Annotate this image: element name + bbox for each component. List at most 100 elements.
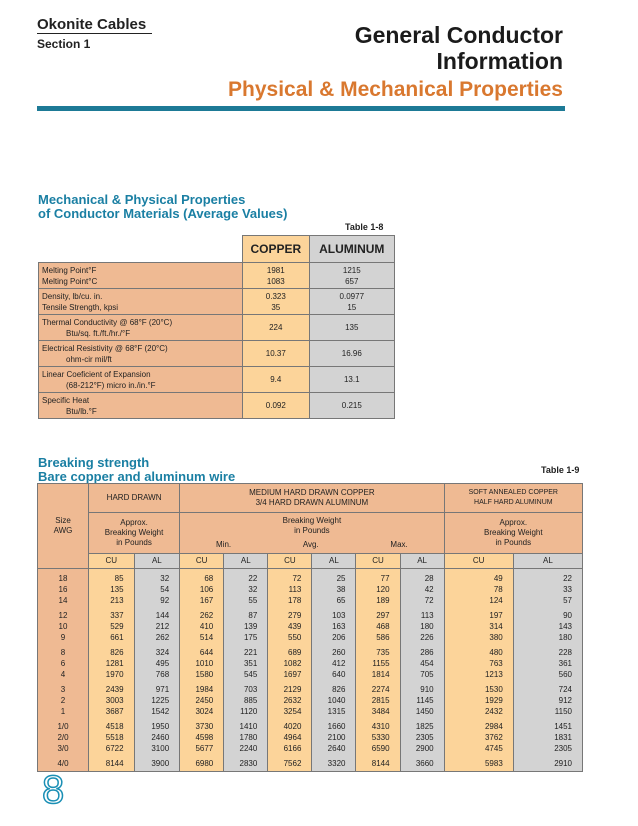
section-label: Section 1 (37, 37, 91, 51)
table8-heading-line2: of Conductor Materials (Average Values) (38, 206, 288, 221)
breaking-weight: 550 (267, 632, 313, 643)
title-line-2: Information (436, 48, 564, 74)
breaking-weight: 144 (133, 606, 181, 621)
breaking-weight: 2640 (311, 743, 357, 754)
awg-size: 2 (37, 695, 89, 706)
breaking-weight: 28 (399, 568, 445, 584)
awg-size: 4/0 (37, 754, 89, 772)
cu-value-1: 0.092 (265, 401, 286, 410)
label-line1: Density, lb/cu. in. (42, 291, 103, 301)
label-line1: Thermal Conductivity @ 68°F (20°C) (42, 317, 173, 327)
size-row: 4/0 8144 3900 6980 2830 7562 3320 8144 3660 5983 2… (37, 754, 584, 772)
breaking-weight: 1831 (512, 732, 584, 743)
group-soft: SOFT ANNEALED COPPER HALF HARD ALUMINUM (443, 483, 584, 513)
breaking-weight: 135 (88, 584, 135, 595)
approx-line: Approx. (499, 518, 528, 527)
breaking-weight: 2450 (179, 695, 225, 706)
breaking-weight: 103 (311, 606, 357, 621)
breaking-weight: 33 (512, 584, 584, 595)
breaking-weight: 2100 (311, 732, 357, 743)
al-header: AL (223, 553, 269, 569)
breaking-weight: 586 (355, 632, 401, 643)
al-value-1: 0.0977 (339, 291, 365, 301)
breaking-weight: 5330 (355, 732, 401, 743)
breaking-weight: 885 (223, 695, 269, 706)
cu-value-1: 0.323 (265, 291, 286, 301)
table9-label: Table 1-9 (541, 465, 580, 475)
aluminum-value: 0.0977 15 (308, 288, 396, 315)
table9-head: Size AWG HARD DRAWN MEDIUM HARD DRAWN COPPE… (37, 483, 584, 569)
cu-header: CU (355, 553, 401, 569)
awg-line: AWG (53, 526, 73, 535)
breaking-weight: 1697 (267, 669, 313, 680)
soft-approx-header: Approx. Breaking Weight in Pounds (443, 512, 584, 554)
awg-size: 9 (37, 632, 89, 643)
breaking-weight: 22 (223, 568, 269, 584)
breaking-weight: 180 (399, 621, 445, 632)
g3-l2: HALF HARD ALUMINUM (474, 499, 553, 506)
breaking-weight: 163 (311, 621, 357, 632)
cu-value-1: 224 (269, 323, 283, 332)
breaking-weight: 1213 (443, 669, 514, 680)
title-line-1: General Conductor (354, 22, 563, 48)
breaking-weight: 106 (179, 584, 225, 595)
property-label: Melting Point°F Melting Point°C (38, 262, 243, 289)
size-row: 6 1281 495 1010 351 1082 412 1155 454 763 361 (37, 658, 584, 669)
al-value-1: 0.215 (341, 401, 362, 410)
table8-header-row: COPPER ALUMINUM (39, 235, 396, 263)
breaking-weight: 351 (223, 658, 269, 669)
breaking-weight: 77 (355, 568, 401, 584)
breaking-weight: 705 (399, 669, 445, 680)
breaking-weight: 3687 (88, 706, 135, 717)
breaking-weight: 3003 (88, 695, 135, 706)
approx-line: Approx. (120, 518, 148, 527)
breaking-weight: 2129 (267, 680, 313, 695)
label-line1: Electrical Resistivity @ 68°F (20°C) (42, 343, 168, 353)
breaking-weight: 439 (267, 621, 313, 632)
awg-size: 1 (37, 706, 89, 717)
breaking-weight: 3320 (311, 754, 357, 772)
header-blank (39, 236, 243, 263)
copper-value: 0.323 35 (242, 288, 310, 315)
aluminum-header: ALUMINUM (308, 235, 396, 263)
breaking-weight: 2830 (223, 754, 269, 772)
breaking-weight: 826 (311, 680, 357, 695)
breaking-weight: 1950 (133, 717, 181, 732)
property-row: Thermal Conductivity @ 68°F (20°C) Btu/sq… (38, 314, 396, 341)
breaking-weight: 1145 (399, 695, 445, 706)
breaking-weight: 5983 (443, 754, 514, 772)
min-avg-max: Min. Avg. Max. (180, 540, 443, 550)
label-line1: Specific Heat (42, 395, 90, 405)
awg-size: 16 (37, 584, 89, 595)
awg-size: 2/0 (37, 732, 89, 743)
cu-value-2: 1083 (266, 276, 285, 286)
breaking-weight: 6166 (267, 743, 313, 754)
breaking-weight: 1780 (223, 732, 269, 743)
property-row: Specific Heat Btu/lb.°F 0.092 0.215 (38, 392, 396, 419)
label-line2: ohm-cir mil/ft (66, 354, 112, 364)
breaking-weight: 1814 (355, 669, 401, 680)
breaking-weight: 262 (133, 632, 181, 643)
breaking-weight: 178 (267, 595, 313, 606)
breaking-weight: 2900 (399, 743, 445, 754)
breaking-weight: 124 (443, 595, 514, 606)
breaking-weight: 2632 (267, 695, 313, 706)
cu-al-row: CU AL CU AL CU AL CU AL CU AL (38, 553, 584, 569)
breaking-weight: 1580 (179, 669, 225, 680)
label-line2: Btu/sq. ft./ft./hr./°F (66, 328, 131, 338)
breaking-weight: 4518 (88, 717, 135, 732)
breaking-weight: 8144 (88, 754, 135, 772)
cu-value-2: 35 (271, 302, 281, 312)
breaking-weight: 228 (512, 643, 584, 658)
breaking-weight: 1281 (88, 658, 135, 669)
breaking-weight: 262 (179, 606, 225, 621)
breaking-weight: 212 (133, 621, 181, 632)
breaking-weight: 4964 (267, 732, 313, 743)
breaking-weight: 454 (399, 658, 445, 669)
label-line2: Btu/lb.°F (66, 406, 97, 416)
awg-size: 14 (37, 595, 89, 606)
page-title: General Conductor Information (355, 22, 563, 74)
awg-size: 3 (37, 680, 89, 695)
breaking-weight: 1929 (443, 695, 514, 706)
